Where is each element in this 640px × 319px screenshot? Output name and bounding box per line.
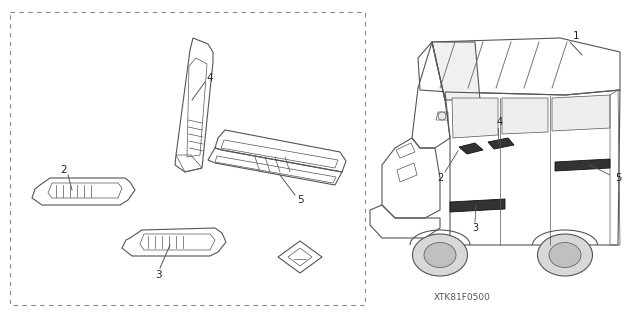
Text: 5: 5: [615, 173, 621, 183]
Text: 4: 4: [207, 73, 213, 83]
Text: XTK81F0500: XTK81F0500: [433, 293, 490, 302]
Ellipse shape: [438, 112, 446, 120]
Bar: [10, 12, 365, 305]
Polygon shape: [432, 42, 480, 100]
Ellipse shape: [549, 242, 581, 268]
Ellipse shape: [413, 234, 467, 276]
Text: 4: 4: [497, 117, 503, 127]
Text: 3: 3: [155, 270, 161, 280]
Text: 3: 3: [472, 223, 478, 233]
Text: 2: 2: [437, 173, 443, 183]
Polygon shape: [452, 98, 498, 138]
Text: 5: 5: [297, 195, 303, 205]
Polygon shape: [459, 143, 483, 154]
Polygon shape: [488, 138, 514, 149]
Polygon shape: [555, 159, 610, 171]
Ellipse shape: [424, 242, 456, 268]
Ellipse shape: [538, 234, 593, 276]
Polygon shape: [450, 199, 505, 212]
Text: 1: 1: [573, 31, 579, 41]
Polygon shape: [502, 98, 548, 134]
Text: 2: 2: [61, 165, 67, 175]
Polygon shape: [552, 95, 610, 131]
